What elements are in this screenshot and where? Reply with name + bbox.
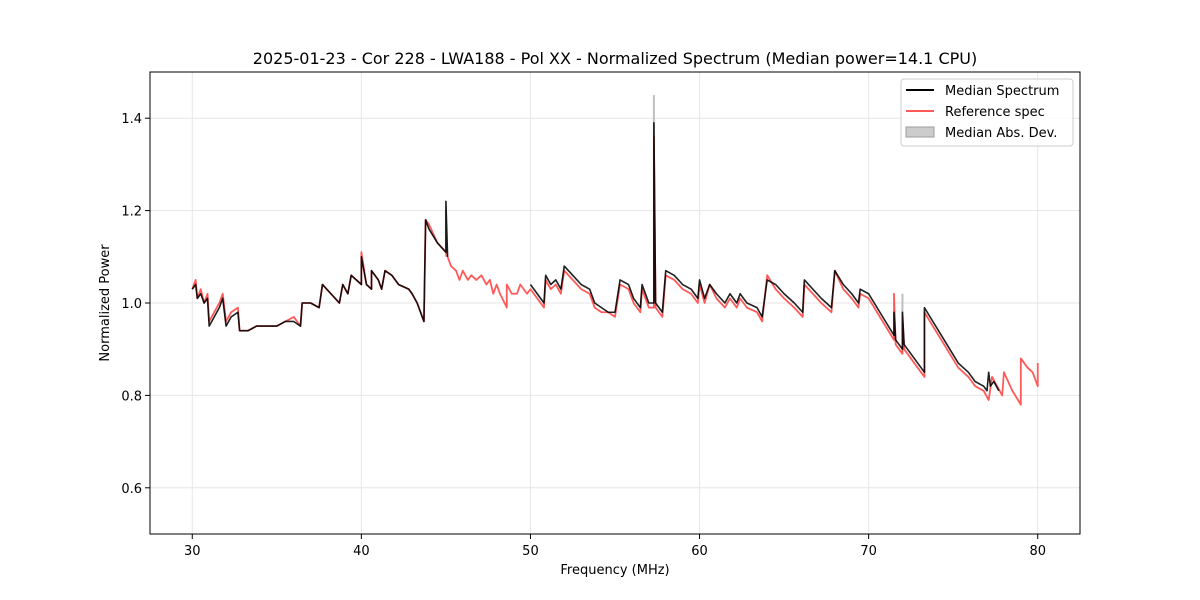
legend-box (900, 78, 1074, 147)
y-tick-label: 1.0 (121, 297, 142, 312)
legend-median-label: Median Spectrum (945, 84, 1059, 99)
y-tick-label: 1.2 (121, 205, 142, 220)
x-axis-label: Frequency (MHz) (560, 563, 669, 578)
y-tick-label: 1.4 (121, 112, 142, 127)
y-tick-label: 0.6 (121, 482, 142, 497)
y-axis: 0.6 0.8 1.0 1.2 1.4 (121, 112, 150, 497)
legend: Median Spectrum Reference spec Median Ab… (900, 78, 1074, 147)
x-tick-label: 30 (184, 544, 201, 559)
median-spectrum-line-1 (191, 200, 449, 332)
legend-mad-label: Median Abs. Dev. (945, 126, 1057, 141)
x-tick-label: 80 (1029, 544, 1046, 559)
y-axis-label: Normalized Power (98, 244, 113, 362)
x-axis: 30 40 50 60 70 80 (184, 534, 1046, 559)
x-tick-label: 70 (860, 544, 877, 559)
x-tick-label: 40 (353, 544, 370, 559)
y-tick-label: 0.8 (121, 389, 142, 404)
x-tick-label: 60 (691, 544, 708, 559)
legend-reference-label: Reference spec (945, 105, 1045, 120)
x-tick-label: 50 (522, 544, 539, 559)
legend-mad-swatch (905, 126, 935, 138)
median-spectrum-line-2 (529, 122, 1000, 392)
chart-title: 2025-01-23 - Cor 228 - LWA188 - Pol XX -… (253, 49, 977, 68)
series-layer (191, 95, 1039, 406)
